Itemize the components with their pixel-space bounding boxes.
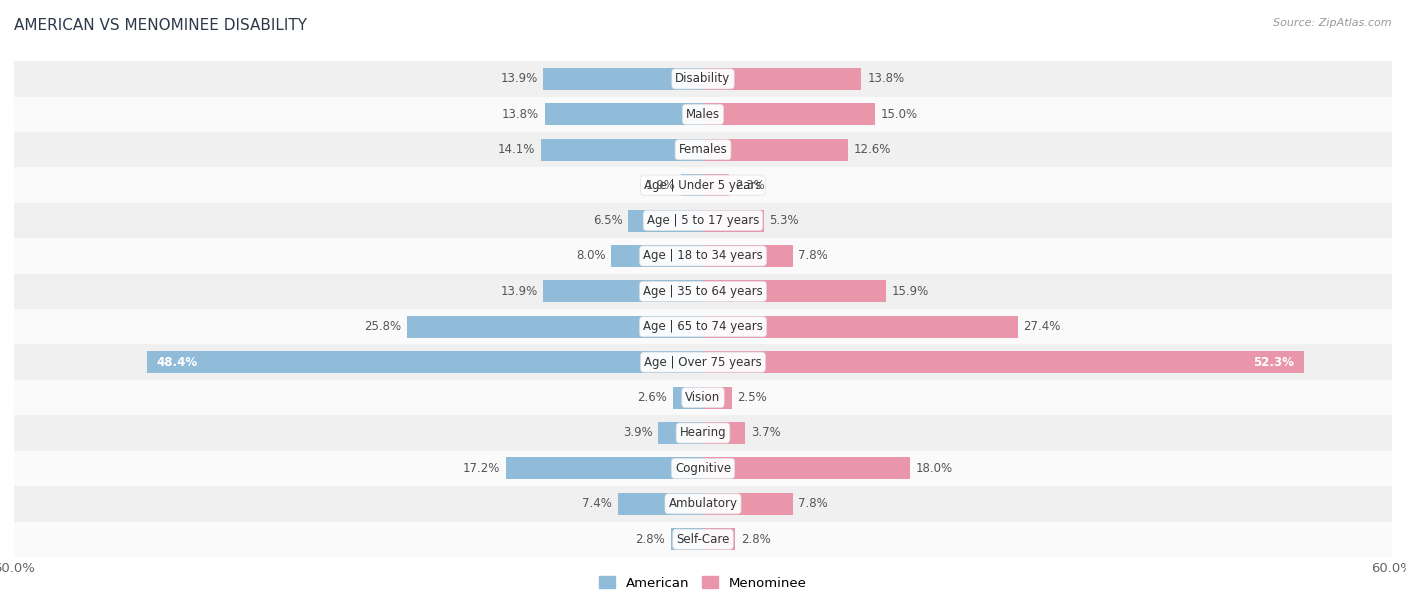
Text: 13.9%: 13.9% xyxy=(501,285,537,298)
Text: Disability: Disability xyxy=(675,72,731,86)
Bar xyxy=(14,203,1392,238)
Text: Age | Over 75 years: Age | Over 75 years xyxy=(644,356,762,368)
Bar xyxy=(703,209,763,231)
Text: 13.8%: 13.8% xyxy=(502,108,538,121)
Bar xyxy=(703,139,848,161)
Bar xyxy=(703,493,793,515)
Bar xyxy=(14,486,1392,521)
Text: 5.3%: 5.3% xyxy=(769,214,799,227)
Bar xyxy=(703,316,1018,338)
Text: Males: Males xyxy=(686,108,720,121)
Bar xyxy=(703,280,886,302)
Text: 1.9%: 1.9% xyxy=(645,179,675,192)
Text: 25.8%: 25.8% xyxy=(364,320,401,334)
Bar xyxy=(14,238,1392,274)
Bar xyxy=(541,139,703,161)
Bar xyxy=(14,97,1392,132)
Bar xyxy=(612,245,703,267)
Text: 2.6%: 2.6% xyxy=(637,391,668,404)
Bar xyxy=(14,309,1392,345)
Text: Age | 18 to 34 years: Age | 18 to 34 years xyxy=(643,250,763,263)
Bar xyxy=(703,457,910,479)
Bar xyxy=(14,450,1392,486)
Text: Source: ZipAtlas.com: Source: ZipAtlas.com xyxy=(1274,18,1392,28)
Text: Hearing: Hearing xyxy=(679,427,727,439)
Bar xyxy=(619,493,703,515)
Bar xyxy=(703,351,1303,373)
Bar xyxy=(506,457,703,479)
Bar xyxy=(544,103,703,125)
Text: 8.0%: 8.0% xyxy=(576,250,606,263)
Text: 15.9%: 15.9% xyxy=(891,285,928,298)
Text: AMERICAN VS MENOMINEE DISABILITY: AMERICAN VS MENOMINEE DISABILITY xyxy=(14,18,307,34)
Bar xyxy=(14,61,1392,97)
Bar xyxy=(406,316,703,338)
Text: 13.9%: 13.9% xyxy=(501,72,537,86)
Bar xyxy=(703,245,793,267)
Text: 2.5%: 2.5% xyxy=(738,391,768,404)
Text: 52.3%: 52.3% xyxy=(1254,356,1295,368)
Text: 2.3%: 2.3% xyxy=(735,179,765,192)
Text: Females: Females xyxy=(679,143,727,156)
Text: 2.8%: 2.8% xyxy=(636,532,665,546)
Text: 12.6%: 12.6% xyxy=(853,143,891,156)
Text: 3.9%: 3.9% xyxy=(623,427,652,439)
Text: 27.4%: 27.4% xyxy=(1024,320,1060,334)
Bar xyxy=(703,68,862,90)
Text: 2.8%: 2.8% xyxy=(741,532,770,546)
Text: 48.4%: 48.4% xyxy=(156,356,198,368)
Bar xyxy=(703,528,735,550)
Bar xyxy=(14,416,1392,450)
Bar xyxy=(14,168,1392,203)
Text: Cognitive: Cognitive xyxy=(675,462,731,475)
Bar xyxy=(703,422,745,444)
Bar xyxy=(14,521,1392,557)
Bar xyxy=(703,174,730,196)
Text: Self-Care: Self-Care xyxy=(676,532,730,546)
Bar xyxy=(14,380,1392,416)
Text: 15.0%: 15.0% xyxy=(882,108,918,121)
Bar xyxy=(14,132,1392,168)
Bar xyxy=(673,387,703,409)
Bar xyxy=(148,351,703,373)
Text: 17.2%: 17.2% xyxy=(463,462,499,475)
Text: 7.8%: 7.8% xyxy=(799,498,828,510)
Text: 7.8%: 7.8% xyxy=(799,250,828,263)
Legend: American, Menominee: American, Menominee xyxy=(595,571,811,595)
Bar xyxy=(14,274,1392,309)
Text: Age | 35 to 64 years: Age | 35 to 64 years xyxy=(643,285,763,298)
Text: 14.1%: 14.1% xyxy=(498,143,536,156)
Bar xyxy=(681,174,703,196)
Bar xyxy=(703,387,731,409)
Bar xyxy=(14,345,1392,380)
Bar xyxy=(543,68,703,90)
Bar xyxy=(658,422,703,444)
Text: 3.7%: 3.7% xyxy=(751,427,780,439)
Text: 18.0%: 18.0% xyxy=(915,462,952,475)
Text: Age | Under 5 years: Age | Under 5 years xyxy=(644,179,762,192)
Text: Ambulatory: Ambulatory xyxy=(668,498,738,510)
Text: 7.4%: 7.4% xyxy=(582,498,612,510)
Text: 6.5%: 6.5% xyxy=(593,214,623,227)
Bar xyxy=(628,209,703,231)
Text: 13.8%: 13.8% xyxy=(868,72,904,86)
Bar xyxy=(543,280,703,302)
Text: Vision: Vision xyxy=(685,391,721,404)
Text: Age | 5 to 17 years: Age | 5 to 17 years xyxy=(647,214,759,227)
Bar xyxy=(703,103,875,125)
Text: Age | 65 to 74 years: Age | 65 to 74 years xyxy=(643,320,763,334)
Bar xyxy=(671,528,703,550)
